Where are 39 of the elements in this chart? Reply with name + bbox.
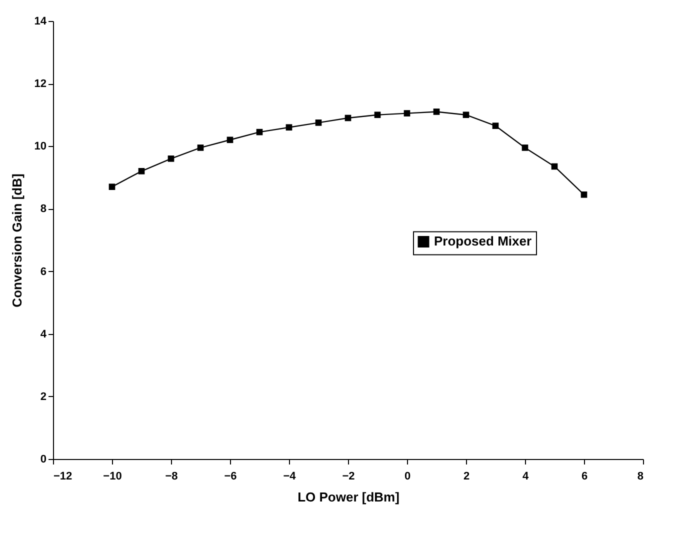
x-axis-title: LO Power [dBm] xyxy=(298,490,400,504)
x-tick-label: −6 xyxy=(224,470,237,482)
point xyxy=(551,163,558,170)
y-tick-label: 8 xyxy=(40,203,46,216)
x-tick-label: 0 xyxy=(404,470,411,482)
y-tick-label: 2 xyxy=(40,390,46,403)
point xyxy=(315,120,322,126)
y-tick-label: 4 xyxy=(40,328,48,340)
x-tick-label: 6 xyxy=(581,470,588,482)
legend-label: Proposed Mixer xyxy=(434,234,532,249)
point xyxy=(108,184,116,190)
point xyxy=(374,112,381,118)
x-tick-label: 8 xyxy=(637,470,644,482)
point xyxy=(344,114,352,122)
point xyxy=(286,124,292,131)
x-tick-label: −2 xyxy=(342,470,355,482)
x-tick-label: 4 xyxy=(522,470,530,482)
point xyxy=(168,155,174,162)
x-tick-label: −12 xyxy=(54,470,72,482)
point xyxy=(226,136,234,144)
y-tick-label: 14 xyxy=(34,16,48,28)
y-tick-label: 10 xyxy=(34,140,46,153)
y-tick-label: 0 xyxy=(40,454,46,466)
point xyxy=(462,112,470,118)
point xyxy=(492,122,499,129)
x-tick-label: −10 xyxy=(103,470,122,482)
y-tick-label: 12 xyxy=(34,78,46,90)
y-axis-title: Conversion Gain [dB] xyxy=(9,174,24,308)
point xyxy=(197,144,204,151)
x-tick-label: −8 xyxy=(165,470,178,482)
point xyxy=(522,144,528,151)
y-tick-label: 6 xyxy=(40,266,46,278)
x-tick-label: 2 xyxy=(463,470,470,482)
point xyxy=(404,110,410,116)
point xyxy=(433,108,440,115)
point xyxy=(256,128,263,136)
x-tick-label: −4 xyxy=(283,470,297,482)
point xyxy=(138,168,145,174)
point xyxy=(580,191,588,198)
